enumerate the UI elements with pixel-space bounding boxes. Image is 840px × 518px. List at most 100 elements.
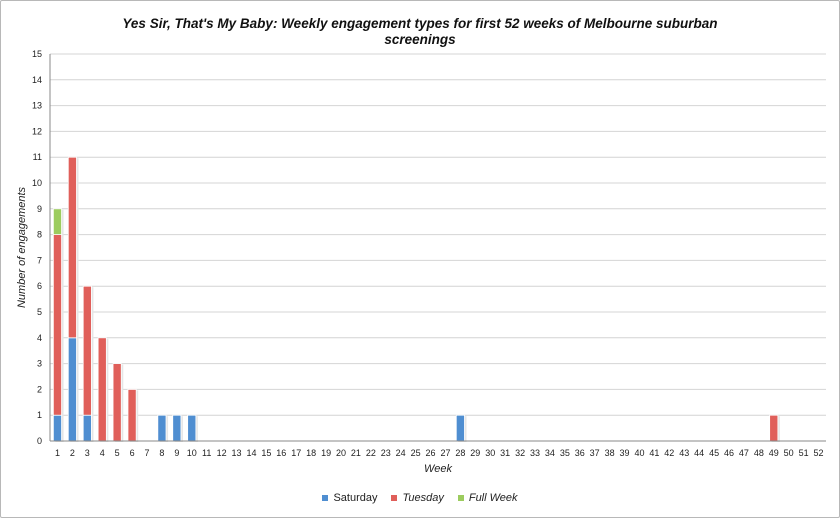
- x-tick-label: 48: [754, 448, 764, 458]
- x-tick-label: 47: [739, 448, 749, 458]
- bar-segment: [67, 337, 77, 442]
- bar-segment: [67, 156, 77, 339]
- x-tick-label: 22: [366, 448, 376, 458]
- x-tick-label: 51: [799, 448, 809, 458]
- bar-segment: [455, 414, 465, 442]
- x-tick-label: 31: [500, 448, 510, 458]
- x-tick-label: 13: [232, 448, 242, 458]
- legend-label: Saturday: [333, 492, 378, 504]
- x-tick-label: 19: [321, 448, 331, 458]
- y-tick-label: 9: [37, 204, 42, 214]
- y-tick-label: 3: [37, 359, 42, 369]
- legend-item: Saturday: [322, 492, 377, 504]
- x-tick-label: 20: [336, 448, 346, 458]
- y-tick-label: 5: [37, 307, 42, 317]
- x-tick-label: 15: [261, 448, 271, 458]
- bar-segment: [127, 388, 137, 442]
- x-tick-label: 9: [174, 448, 179, 458]
- chart-title: Yes Sir, That's My Baby: Weekly engageme…: [122, 16, 718, 47]
- x-tick-label: 30: [485, 448, 495, 458]
- x-tick-label: 28: [455, 448, 465, 458]
- x-tick-label: 36: [575, 448, 585, 458]
- x-tick-label: 4: [100, 448, 105, 458]
- x-tick-label: 11: [202, 448, 211, 458]
- bar-segment: [52, 208, 62, 236]
- x-tick-label: 40: [634, 448, 644, 458]
- x-tick-label: 16: [276, 448, 286, 458]
- y-tick-label: 11: [33, 152, 42, 162]
- x-tick-label: 18: [306, 448, 316, 458]
- x-tick-label: 52: [814, 448, 824, 458]
- x-tick-label: 34: [545, 448, 555, 458]
- x-tick-label: 26: [426, 448, 436, 458]
- x-tick-label: 39: [620, 448, 630, 458]
- x-tick-label: 42: [664, 448, 674, 458]
- x-axis-label: Week: [424, 463, 452, 475]
- x-tick-label: 35: [560, 448, 570, 458]
- bar-segment: [97, 337, 107, 442]
- x-tick-label: 6: [130, 448, 135, 458]
- x-tick-label: 38: [605, 448, 615, 458]
- y-tick-label: 8: [37, 230, 42, 240]
- y-tick-label: 14: [32, 75, 42, 85]
- y-tick-label: 1: [37, 410, 42, 420]
- y-tick-label: 10: [32, 178, 42, 188]
- x-tick-label: 23: [381, 448, 391, 458]
- legend-item: Full Week: [457, 492, 518, 504]
- y-tick-label: 12: [32, 126, 42, 136]
- x-tick-label: 49: [769, 448, 779, 458]
- bars: [52, 156, 780, 442]
- legend: Saturday Tuesday Full Week: [0, 492, 840, 504]
- x-tick-label: 46: [724, 448, 734, 458]
- legend-swatch: [391, 495, 398, 501]
- x-tick-label: 43: [679, 448, 689, 458]
- x-tick-label: 25: [411, 448, 421, 458]
- x-tick-label: 29: [470, 448, 480, 458]
- y-axis-label: Number of engagements: [16, 186, 28, 308]
- bar-segment: [187, 414, 197, 442]
- y-tick-label: 7: [37, 255, 42, 265]
- y-tick-label: 0: [37, 436, 42, 446]
- y-tick-label: 13: [32, 101, 42, 111]
- x-tick-labels: 1 2 3 4 5 6 7 8 9 10 11 12 13 14 15 16 17 18 19 20 21 22 23 24 2…: [55, 448, 824, 458]
- x-tick-label: 45: [709, 448, 719, 458]
- y-tick-label: 4: [37, 333, 42, 343]
- x-tick-label: 21: [351, 448, 361, 458]
- gridlines: [50, 53, 826, 442]
- x-tick-label: 24: [396, 448, 406, 458]
- bar-segment: [112, 363, 122, 442]
- x-tick-label: 8: [159, 448, 164, 458]
- x-tick-label: 2: [70, 448, 75, 458]
- x-tick-label: 12: [217, 448, 227, 458]
- bar-segment: [82, 285, 92, 416]
- x-tick-label: 17: [291, 448, 301, 458]
- legend-swatch: [457, 495, 464, 501]
- x-tick-label: 41: [649, 448, 659, 458]
- legend-label: Tuesday: [402, 492, 444, 504]
- x-tick-label: 14: [246, 448, 256, 458]
- bar-segment: [157, 414, 167, 442]
- bar-segment: [52, 414, 62, 442]
- legend-item: Tuesday: [391, 492, 444, 504]
- legend-label: Full Week: [468, 492, 518, 504]
- axes: [49, 54, 826, 442]
- bar-segment: [52, 234, 62, 416]
- x-tick-label: 33: [530, 448, 540, 458]
- x-tick-label: 3: [85, 448, 90, 458]
- x-tick-label: 1: [55, 448, 60, 458]
- x-tick-label: 32: [515, 448, 525, 458]
- x-tick-label: 10: [187, 448, 197, 458]
- y-tick-label: 15: [32, 49, 42, 59]
- bar-segment: [82, 414, 92, 442]
- bar-segment: [769, 414, 779, 442]
- legend-swatch: [322, 495, 329, 501]
- x-tick-label: 27: [440, 448, 450, 458]
- y-tick-label: 2: [37, 384, 42, 394]
- y-tick-label: 6: [37, 281, 42, 291]
- x-tick-label: 44: [694, 448, 704, 458]
- bar-segment: [172, 414, 182, 442]
- x-tick-label: 50: [784, 448, 794, 458]
